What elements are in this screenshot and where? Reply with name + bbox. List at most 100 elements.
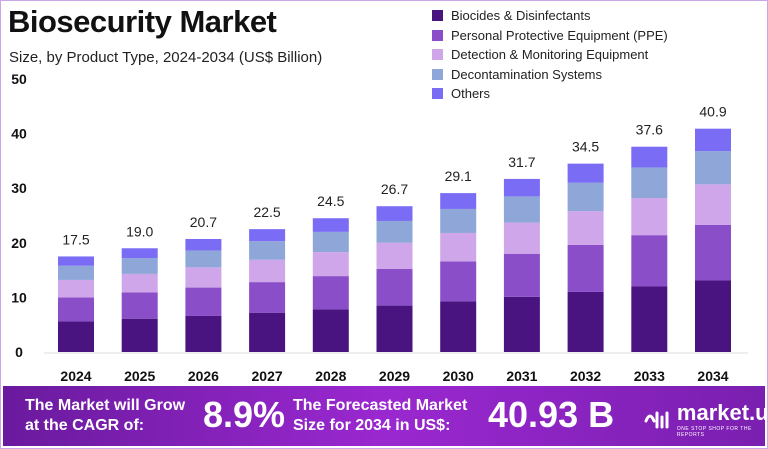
logo-tagline: ONE STOP SHOP FOR THE REPORTS (676, 426, 752, 438)
chart-title: Biosecurity Market (8, 4, 277, 39)
legend-item: Others (432, 84, 668, 104)
legend-swatch (432, 88, 443, 100)
bar-segment (631, 198, 668, 236)
bar-total-label: 31.7 (508, 154, 535, 170)
bar-segment (503, 296, 540, 352)
bar-total-label: 34.5 (572, 139, 599, 155)
bar-segment (249, 312, 286, 352)
y-tick-label: 40 (11, 126, 27, 142)
bar-segment (503, 253, 540, 297)
bar-total-label: 20.7 (190, 214, 217, 230)
bar-total-label: 26.7 (381, 181, 408, 197)
bar-total-label: 37.6 (636, 122, 663, 138)
bar-segment (376, 220, 413, 243)
bar-segment (503, 196, 540, 223)
x-tick-label: 2031 (506, 368, 537, 384)
y-tick-label: 0 (15, 344, 23, 360)
forecast-text: The Forecasted Market Size for 2034 in U… (293, 397, 468, 434)
bar-segment (695, 184, 731, 225)
y-tick-label: 50 (11, 71, 27, 87)
bar-segment (249, 259, 286, 283)
bar-segment (58, 297, 94, 322)
bar-segment (312, 231, 349, 253)
bar-total-label: 40.9 (699, 104, 726, 120)
bar-segment (312, 276, 349, 310)
bar-segment (695, 224, 731, 281)
bar-segment (631, 235, 668, 287)
legend-swatch (432, 10, 443, 22)
bar-segment (503, 178, 540, 197)
bar-total-label: 24.5 (317, 193, 344, 209)
bar-segment (58, 256, 94, 266)
legend-item: Detection & Monitoring Equipment (432, 45, 668, 65)
bar-segment (567, 163, 604, 183)
x-tick-label: 2026 (188, 368, 219, 384)
bar-segment (440, 208, 477, 233)
bar-total-label: 29.1 (445, 168, 472, 184)
forecast-value: 40.93 B (488, 394, 615, 435)
bar-segment (185, 287, 222, 316)
x-tick-label: 2029 (379, 368, 410, 384)
x-tick-label: 2025 (124, 368, 155, 384)
bar-total-label: 22.5 (253, 204, 280, 220)
bar-segment (567, 291, 604, 352)
logo-text: market.us (676, 400, 768, 425)
x-tick-label: 2033 (634, 368, 665, 384)
bar-segment (121, 258, 158, 274)
bar-segment (185, 250, 222, 268)
x-tick-label: 2027 (252, 368, 283, 384)
bar-segment (567, 182, 604, 212)
bar-segment (440, 261, 477, 302)
bar-segment (695, 128, 731, 152)
bar-segment (631, 286, 668, 352)
bar-segment (695, 280, 731, 352)
bar-total-label: 19.0 (126, 223, 153, 239)
y-tick-label: 20 (11, 235, 27, 251)
legend-swatch (432, 49, 443, 61)
legend-label: Biocides & Disinfectants (451, 8, 591, 24)
bar-segment (121, 248, 158, 259)
legend-item: Decontamination Systems (432, 65, 668, 85)
x-tick-label: 2024 (60, 368, 91, 384)
bar-segment (312, 309, 349, 352)
bar-segment (440, 193, 477, 209)
bar-segment (567, 211, 604, 245)
y-tick-label: 10 (11, 289, 27, 305)
bar-segment (376, 269, 413, 306)
chart-subtitle: Size, by Product Type, 2024-2034 (US$ Bi… (9, 49, 323, 66)
bar-segment (121, 318, 158, 352)
bar-segment (121, 273, 158, 293)
bar-segment (58, 321, 94, 352)
bar-segment (440, 232, 477, 262)
bar-segment (312, 218, 349, 232)
legend: Biocides & Disinfectants Personal Protect… (432, 6, 668, 104)
bar-segment (376, 242, 413, 270)
bar-segment (503, 222, 540, 254)
legend-label: Decontamination Systems (451, 66, 603, 82)
bar-segment (567, 244, 604, 292)
bar-segment (631, 146, 668, 168)
bar-total-label: 17.5 (62, 231, 89, 247)
cagr-text: The Market will Grow at the CAGR of: (25, 397, 186, 434)
legend-swatch (432, 29, 443, 41)
bar-segment (185, 238, 222, 251)
legend-label: Others (451, 86, 491, 102)
bar-segment (249, 229, 286, 242)
logo-icon (644, 411, 669, 429)
bar-segment (185, 267, 222, 288)
bar-segment (249, 282, 286, 313)
bar-segment (440, 301, 477, 352)
bar-segment (631, 167, 668, 199)
cagr-value: 8.9% (203, 394, 286, 435)
legend-item: Personal Protective Equipment (PPE) (432, 26, 668, 46)
y-tick-label: 30 (11, 180, 27, 196)
x-tick-label: 2032 (570, 368, 601, 384)
x-tick-label: 2034 (697, 368, 728, 384)
bar-segment (376, 305, 413, 352)
legend-swatch (432, 68, 443, 80)
x-tick-label: 2028 (315, 368, 346, 384)
x-tick-label: 2030 (443, 368, 474, 384)
summary-banner: The Market will Grow at the CAGR of: 8.9… (3, 386, 768, 446)
bar-segment (58, 265, 94, 280)
